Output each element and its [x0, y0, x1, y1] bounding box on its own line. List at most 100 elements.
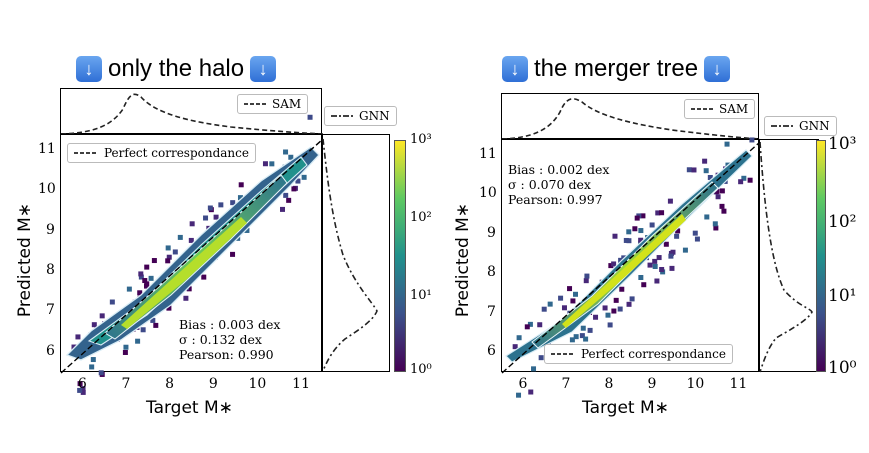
heatmap-bin: [77, 387, 83, 393]
heatmap-bin: [719, 188, 725, 194]
down-arrow-icon: ↓: [76, 56, 102, 82]
heatmap-bin: [602, 305, 608, 311]
colorbar-tick: 10³: [410, 132, 432, 147]
stats-box-halo: Bias : 0.003 dex σ : 0.132 dex Pearson: …: [179, 317, 280, 362]
heatmap-bin: [166, 254, 172, 260]
heatmap-bin: [632, 226, 638, 232]
heatmap-bin: [561, 305, 567, 311]
colorbar-tick: 10²: [828, 212, 857, 232]
legend-gnn: GNN: [324, 106, 397, 126]
heatmap-bin: [675, 228, 681, 234]
heatmap-bin: [623, 237, 629, 243]
x-tick-label: 10: [248, 376, 267, 392]
sigma-stat: σ : 0.132 dex: [179, 332, 262, 347]
heatmap-bin: [123, 344, 129, 350]
gnn-marginal-curve-2: [759, 141, 813, 373]
heatmap-bin: [295, 178, 301, 184]
heatmap-bin: [583, 278, 589, 284]
heatmap-bin: [611, 308, 617, 314]
heatmap-bin: [747, 177, 753, 183]
heatmap-bin: [90, 357, 96, 363]
heatmap-bin: [77, 381, 83, 387]
heatmap-bin: [150, 317, 156, 323]
heatmap-bin: [668, 250, 674, 256]
heatmap-bin: [694, 236, 700, 242]
heatmap-bin: [172, 249, 178, 255]
heatmap-bin: [691, 167, 697, 173]
heatmap-bin: [668, 253, 674, 259]
heatmap-bin: [135, 338, 141, 344]
heatmap-bin: [516, 392, 522, 398]
heatmap-bin: [702, 158, 708, 164]
main-heatmap-merger-tree: Bias : 0.002 dex σ : 0.070 dex Pearson: …: [501, 137, 761, 398]
heatmap-bin: [669, 265, 675, 271]
down-arrow-icon: ↓: [502, 56, 528, 82]
heatmap-bin: [528, 389, 534, 395]
x-axis-label-halo: Target M∗: [146, 398, 233, 418]
heatmap-bin: [541, 306, 547, 312]
heatmap-bin: [531, 366, 537, 372]
heatmap-bin: [583, 336, 589, 342]
heatmap-bin: [516, 335, 522, 341]
heatmap-bin: [663, 241, 669, 247]
heatmap-bin: [715, 194, 721, 200]
colorbar-tick: 10²: [410, 210, 432, 225]
heatmap-bin: [148, 275, 154, 281]
legend-perfect-correspondance-halo: Perfect correspondance: [67, 143, 256, 163]
heatmap-bin: [617, 306, 623, 312]
heatmap-bin: [656, 255, 662, 261]
heatmap-bin: [618, 257, 624, 263]
heatmap-merger-tree: [501, 137, 761, 398]
heatmap-bin: [165, 258, 171, 264]
heatmap-bin: [80, 386, 86, 392]
colorbar-halo: [394, 140, 406, 372]
heatmap-bin: [99, 313, 105, 319]
x-tick-label: 11: [292, 376, 310, 392]
heatmap-bin: [573, 291, 579, 297]
x-axis-label-merger-tree: Target M∗: [582, 398, 669, 418]
right-marginal-plot: [322, 134, 390, 372]
heatmap-bin: [547, 301, 553, 307]
y-tick-label: 9: [46, 221, 55, 238]
heatmap-bin: [570, 298, 576, 304]
heatmap-bin: [612, 233, 618, 239]
x-tick-label: 7: [561, 376, 571, 392]
top-marginal-plot-2: SAM: [501, 93, 761, 140]
heatmap-bin: [166, 305, 172, 311]
sam-marginal-curve: [60, 93, 324, 135]
y-tick-label: 9: [487, 224, 496, 241]
colorbar-merger-tree: [816, 140, 826, 372]
heatmap-bin: [608, 263, 614, 269]
heatmap-bin: [177, 234, 183, 240]
y-axis-label-halo: Predicted M∗: [15, 202, 36, 318]
heatmap-bin: [262, 161, 268, 167]
heatmap-bin: [619, 286, 625, 292]
heatmap-bin: [183, 295, 189, 301]
heatmap-bin: [580, 325, 586, 331]
right-marginal-plot-2: [759, 139, 819, 373]
heatmap-bin: [186, 286, 192, 292]
heatmap-bin: [611, 261, 617, 267]
heatmap-bin: [638, 228, 644, 234]
heatmap-bin: [667, 198, 673, 204]
x-tick-label: 8: [165, 376, 175, 392]
heatmap-bin: [655, 210, 661, 216]
heatmap-bin: [587, 327, 593, 333]
heatmap-bin: [682, 247, 688, 253]
heatmap-bin: [605, 312, 611, 318]
heatmap-bin: [165, 245, 171, 251]
y-axis-label-merger-tree: Predicted M∗: [453, 202, 474, 318]
colorbar-tick: 10¹: [410, 288, 432, 303]
heatmap-bin: [641, 282, 647, 288]
heatmap-bin: [144, 264, 150, 270]
x-tick-label: 10: [686, 376, 705, 392]
heatmap-bin: [237, 195, 243, 201]
y-tick-label: 7: [487, 303, 496, 320]
heatmap-bin: [286, 197, 292, 203]
y-tick-label: 6: [46, 342, 55, 359]
heatmap-bin: [288, 154, 294, 160]
heatmap-bin: [144, 281, 150, 287]
x-tick-label: 11: [729, 376, 748, 392]
panel-title-halo: ↓ only the halo ↓: [76, 55, 277, 83]
heatmap-bin: [724, 141, 730, 147]
